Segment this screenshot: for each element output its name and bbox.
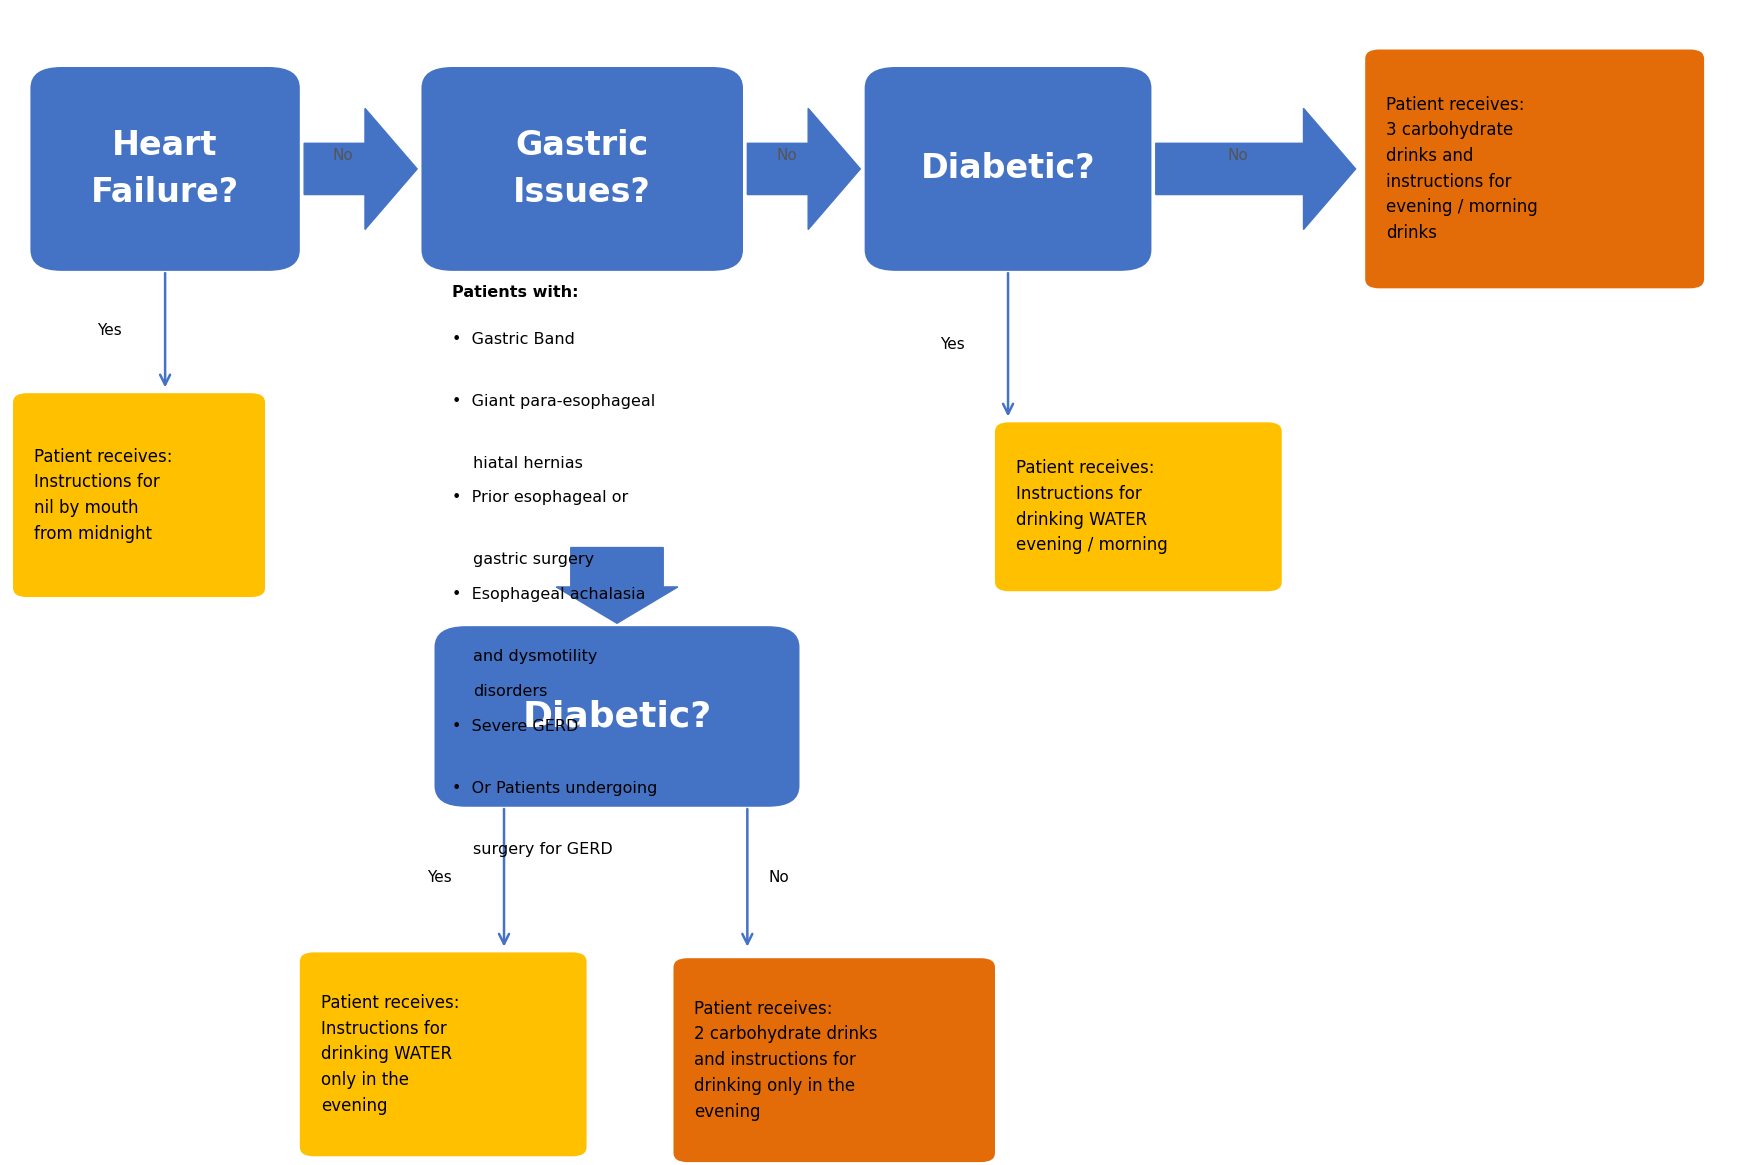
Text: Patient receives:
2 carbohydrate drinks
and instructions for
drinking only in th: Patient receives: 2 carbohydrate drinks … [693, 1000, 878, 1121]
Text: gastric surgery: gastric surgery [473, 552, 594, 567]
Text: hiatal hernias: hiatal hernias [473, 456, 582, 471]
FancyBboxPatch shape [14, 394, 264, 598]
Text: Yes: Yes [97, 323, 122, 338]
FancyBboxPatch shape [422, 68, 744, 271]
FancyBboxPatch shape [673, 958, 994, 1163]
Text: Gastric
Issues?: Gastric Issues? [513, 129, 652, 209]
Text: Yes: Yes [940, 338, 965, 352]
Polygon shape [556, 548, 678, 623]
Text: •  Severe GERD: • Severe GERD [452, 719, 579, 734]
FancyBboxPatch shape [1366, 50, 1703, 289]
Text: disorders: disorders [473, 684, 547, 699]
FancyBboxPatch shape [864, 68, 1151, 271]
Text: Diabetic?: Diabetic? [921, 153, 1095, 185]
Text: No: No [334, 148, 353, 163]
Text: Diabetic?: Diabetic? [523, 699, 711, 734]
FancyBboxPatch shape [299, 953, 587, 1156]
Text: •  Giant para-esophageal: • Giant para-esophageal [452, 394, 655, 409]
FancyBboxPatch shape [31, 68, 299, 271]
Text: •  Prior esophageal or: • Prior esophageal or [452, 490, 627, 506]
Text: •  Gastric Band: • Gastric Band [452, 332, 575, 347]
FancyBboxPatch shape [434, 627, 799, 806]
Polygon shape [1156, 108, 1356, 230]
Text: Patient receives:
Instructions for
nil by mouth
from midnight: Patient receives: Instructions for nil b… [35, 447, 172, 543]
Polygon shape [304, 108, 417, 230]
Text: Patient receives:
3 carbohydrate
drinks and
instructions for
evening / morning
d: Patient receives: 3 carbohydrate drinks … [1387, 96, 1538, 242]
Text: Patient receives:
Instructions for
drinking WATER
only in the
evening: Patient receives: Instructions for drink… [320, 994, 459, 1115]
Text: No: No [768, 870, 789, 885]
Text: and dysmotility: and dysmotility [473, 649, 598, 664]
Text: Heart
Failure?: Heart Failure? [90, 129, 240, 209]
Text: No: No [777, 148, 796, 163]
Text: Patient receives:
Instructions for
drinking WATER
evening / morning: Patient receives: Instructions for drink… [1015, 459, 1168, 555]
Text: •  Or Patients undergoing: • Or Patients undergoing [452, 781, 657, 796]
Text: Patients with:: Patients with: [452, 285, 579, 301]
Text: No: No [1229, 148, 1248, 163]
Polygon shape [747, 108, 860, 230]
Text: Yes: Yes [428, 870, 452, 885]
FancyBboxPatch shape [994, 423, 1283, 592]
Text: •  Esophageal achalasia: • Esophageal achalasia [452, 587, 645, 602]
Text: surgery for GERD: surgery for GERD [473, 842, 612, 857]
